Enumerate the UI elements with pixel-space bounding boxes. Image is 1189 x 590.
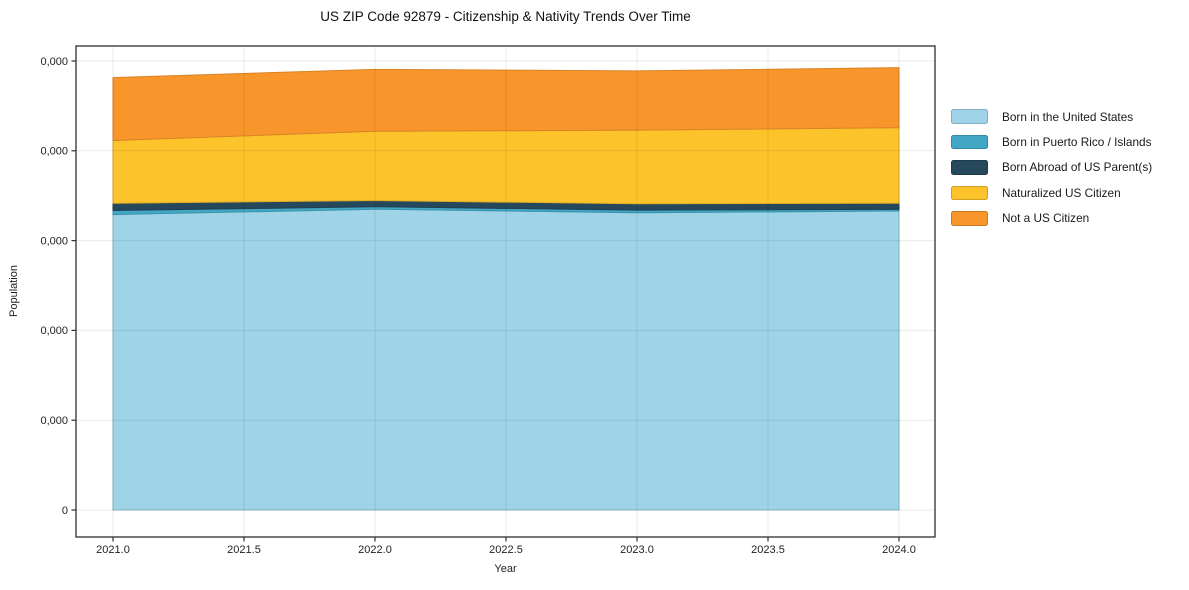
x-tick-label: 2023.5 [751,544,785,556]
legend-item-0: Born in the United States [951,104,1152,129]
legend-item-2: Born Abroad of US Parent(s) [951,155,1152,180]
legend-swatch-icon [951,211,988,226]
legend-swatch-icon [951,185,988,201]
x-tick-label: 2022.5 [489,544,523,556]
y-axis-label: Population [8,265,20,317]
x-tick-label: 2021.0 [96,544,130,556]
chart-title: US ZIP Code 92879 - Citizenship & Nativi… [320,9,691,24]
x-tick-label: 2022.0 [358,544,392,556]
legend-label: Born in Puerto Rico / Islands [1002,135,1152,150]
y-tick-label: 40,000 [40,146,68,158]
y-tick-label: 0 [62,505,68,517]
x-tick-label: 2021.5 [227,544,261,556]
x-tick-label: 2023.0 [620,544,654,556]
legend-swatch-icon [951,109,988,124]
legend-swatch-icon [951,134,988,150]
legend-label: Naturalized US Citizen [1002,185,1121,200]
legend-item-1: Born in Puerto Rico / Islands [951,129,1152,154]
y-tick-label: 20,000 [40,325,68,337]
legend: Born in the United States Born in Puerto … [951,104,1152,231]
y-tick-label: 50,000 [40,56,68,68]
y-tick-label: 10,000 [40,415,68,427]
x-axis-label: Year [494,563,517,575]
legend-item-4: Not a US Citizen [951,206,1152,231]
y-tick-label: 30,000 [40,235,68,247]
legend-swatch-icon [951,160,988,175]
x-tick-label: 2024.0 [882,544,916,556]
legend-label: Born in the United States [1002,109,1134,124]
legend-label: Not a US Citizen [1002,211,1090,226]
plot-area: 0 10,000 20,000 30,000 40,000 50,000 2021.0 202… [40,45,936,556]
area-series-4 [112,67,900,141]
legend-label: Born Abroad of US Parent(s) [1002,160,1153,175]
legend-item-3: Naturalized US Citizen [951,180,1152,205]
